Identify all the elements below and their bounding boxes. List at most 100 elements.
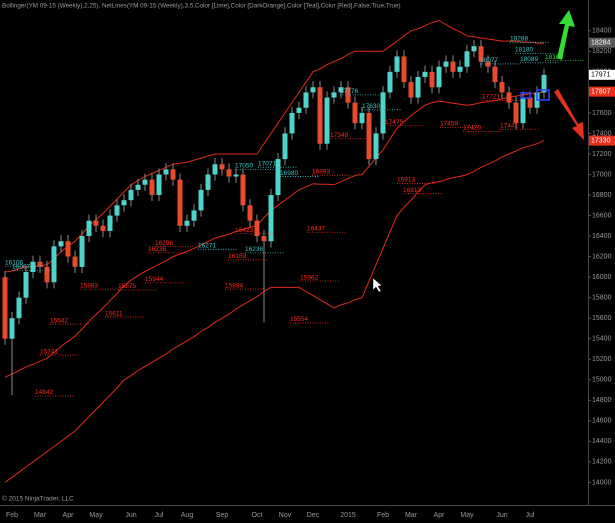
candle-body xyxy=(37,261,43,267)
candle-body xyxy=(233,174,239,177)
y-tick-label: 16600 xyxy=(592,212,612,219)
candle-body xyxy=(51,246,57,283)
mouse-cursor xyxy=(372,277,383,293)
net-line-label: 17721 xyxy=(482,94,500,101)
x-tick-label: Sep xyxy=(216,512,229,519)
net-line-label: 18288 xyxy=(510,36,528,43)
candle-body xyxy=(93,220,99,226)
y-tick-label: 15000 xyxy=(592,377,612,384)
candle-body xyxy=(506,92,512,103)
candle-body xyxy=(142,179,148,185)
candle-body xyxy=(149,179,155,196)
candle-body xyxy=(310,87,316,93)
candle-body xyxy=(380,92,386,134)
candle-body xyxy=(289,112,295,134)
price-marker xyxy=(589,86,615,97)
y-tick-label: 15600 xyxy=(592,315,612,322)
candle-body xyxy=(44,266,50,283)
net-line-label: 16236 xyxy=(148,246,166,253)
candle-body xyxy=(191,210,197,221)
candle-body xyxy=(170,169,176,180)
y-tick-label: 17200 xyxy=(592,151,612,158)
x-tick-label: Mar xyxy=(34,512,47,519)
price-marker-label: 17971 xyxy=(591,72,611,79)
candle-body xyxy=(58,241,64,247)
y-tick-label: 15200 xyxy=(592,356,612,363)
x-tick-label: Dec xyxy=(307,512,320,519)
y-tick-label: 16200 xyxy=(592,253,612,260)
x-tick-label: Nov xyxy=(279,512,292,519)
candle-body xyxy=(2,277,8,339)
net-line-label: 16423 xyxy=(235,227,253,234)
price-marker xyxy=(589,37,615,48)
net-line-label: 16296 xyxy=(155,240,173,247)
net-line-label: 18077 xyxy=(480,57,498,64)
candle-body xyxy=(247,205,253,221)
y-tick-label: 14200 xyxy=(592,459,612,466)
net-line-label: 17420 xyxy=(463,125,481,132)
x-tick-label: Jul xyxy=(526,512,535,519)
position-box xyxy=(536,89,550,101)
net-line-label: 17348 xyxy=(330,132,348,139)
candle-body xyxy=(443,61,449,67)
candle-body xyxy=(212,164,218,175)
candle-body xyxy=(30,261,36,273)
x-tick-label: Apr xyxy=(63,512,75,519)
candle-body xyxy=(471,46,477,52)
x-tick-label: Jun xyxy=(125,512,136,519)
position-box xyxy=(520,92,531,99)
candle-body xyxy=(240,174,246,206)
net-line-label: 16813 xyxy=(403,187,421,194)
candle-body xyxy=(366,112,372,160)
net-line-label: 17071 xyxy=(258,160,276,167)
price-marker-label: 17807 xyxy=(591,89,611,96)
x-tick-label: 2015 xyxy=(340,512,356,519)
y-tick-label: 15400 xyxy=(592,336,612,343)
up-arrow xyxy=(557,10,575,60)
candle-body xyxy=(79,236,85,267)
candle-body xyxy=(16,297,22,319)
candle-body xyxy=(394,56,400,72)
candle-body xyxy=(9,318,15,339)
candle-body xyxy=(114,205,120,216)
candle-body xyxy=(338,87,344,93)
candle-body xyxy=(163,169,169,175)
candle-body xyxy=(254,220,260,237)
candle-body xyxy=(296,107,302,113)
candle-body xyxy=(205,174,211,190)
candle-body xyxy=(128,189,134,201)
price-marker-label: 18284 xyxy=(591,40,611,47)
candle-body xyxy=(415,76,421,98)
net-line-label: 17630 xyxy=(362,103,380,110)
net-line-label: 18180 xyxy=(515,47,533,54)
y-tick-label: 14000 xyxy=(592,479,612,486)
net-line-label: 16437 xyxy=(307,225,325,232)
chart-title: Bollinger(YM 09-15 (Weekly),2,25), NetLi… xyxy=(2,3,401,10)
candle-body xyxy=(492,66,498,83)
x-tick-label: Oct xyxy=(252,512,263,519)
candle-body xyxy=(121,200,127,206)
price-marker xyxy=(589,135,615,146)
candle-body xyxy=(436,66,442,88)
y-tick-label: 16000 xyxy=(592,274,612,281)
x-tick-label: Jul xyxy=(155,512,164,519)
net-line-label: 15542 xyxy=(50,317,68,324)
y-tick-label: 15800 xyxy=(592,295,612,302)
candle-body xyxy=(352,102,358,124)
y-tick-label: 17600 xyxy=(592,110,612,117)
net-line-label: 18089 xyxy=(520,56,538,63)
net-line-label: 15611 xyxy=(105,310,123,317)
y-tick-label: 14400 xyxy=(592,438,612,445)
candle-body xyxy=(23,272,29,298)
price-marker xyxy=(589,69,615,80)
bollinger-lower xyxy=(4,140,545,483)
candle-body xyxy=(408,82,414,98)
x-tick-label: Apr xyxy=(434,512,446,519)
candle-body xyxy=(513,102,519,124)
candle-body xyxy=(275,159,281,196)
net-line-label: 16980 xyxy=(280,170,298,177)
plot-area: 14000 14200 14400 14600 14800 15000 15200 15400… xyxy=(2,19,615,519)
net-line-label: 15884 xyxy=(225,282,243,289)
